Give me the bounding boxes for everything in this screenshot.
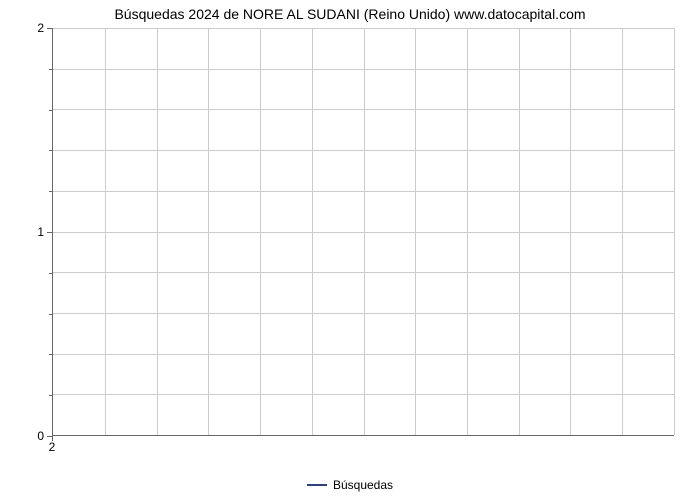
gridline-v [312,28,313,435]
chart-title: Búsquedas 2024 de NORE AL SUDANI (Reino … [114,6,585,22]
gridline-v [674,28,675,435]
chart-container: Búsquedas 2024 de NORE AL SUDANI (Reino … [0,0,700,500]
ytick-minor [49,110,52,111]
xtick-label: 2 [49,440,56,454]
gridline-v [260,28,261,435]
gridline-v [208,28,209,435]
ytick-minor [49,273,52,274]
ytick-minor [49,150,52,151]
ytick-minor [49,191,52,192]
legend: Búsquedas [307,478,393,492]
gridline-v [105,28,106,435]
ytick-label: 2 [37,21,44,35]
ytick-minor [49,314,52,315]
gridline-v [415,28,416,435]
xtick-major [52,436,53,441]
ytick-label: 0 [37,429,44,443]
plot-area [52,28,674,436]
gridline-v [364,28,365,435]
gridline-v [622,28,623,435]
ytick-minor [49,354,52,355]
legend-swatch [307,484,327,486]
gridline-v [467,28,468,435]
ytick-label: 1 [37,225,44,239]
ytick-minor [49,395,52,396]
gridline-v [570,28,571,435]
legend-label: Búsquedas [333,478,393,492]
ytick-major [47,232,52,233]
ytick-minor [49,69,52,70]
gridline-v [519,28,520,435]
ytick-major [47,28,52,29]
gridline-v [157,28,158,435]
